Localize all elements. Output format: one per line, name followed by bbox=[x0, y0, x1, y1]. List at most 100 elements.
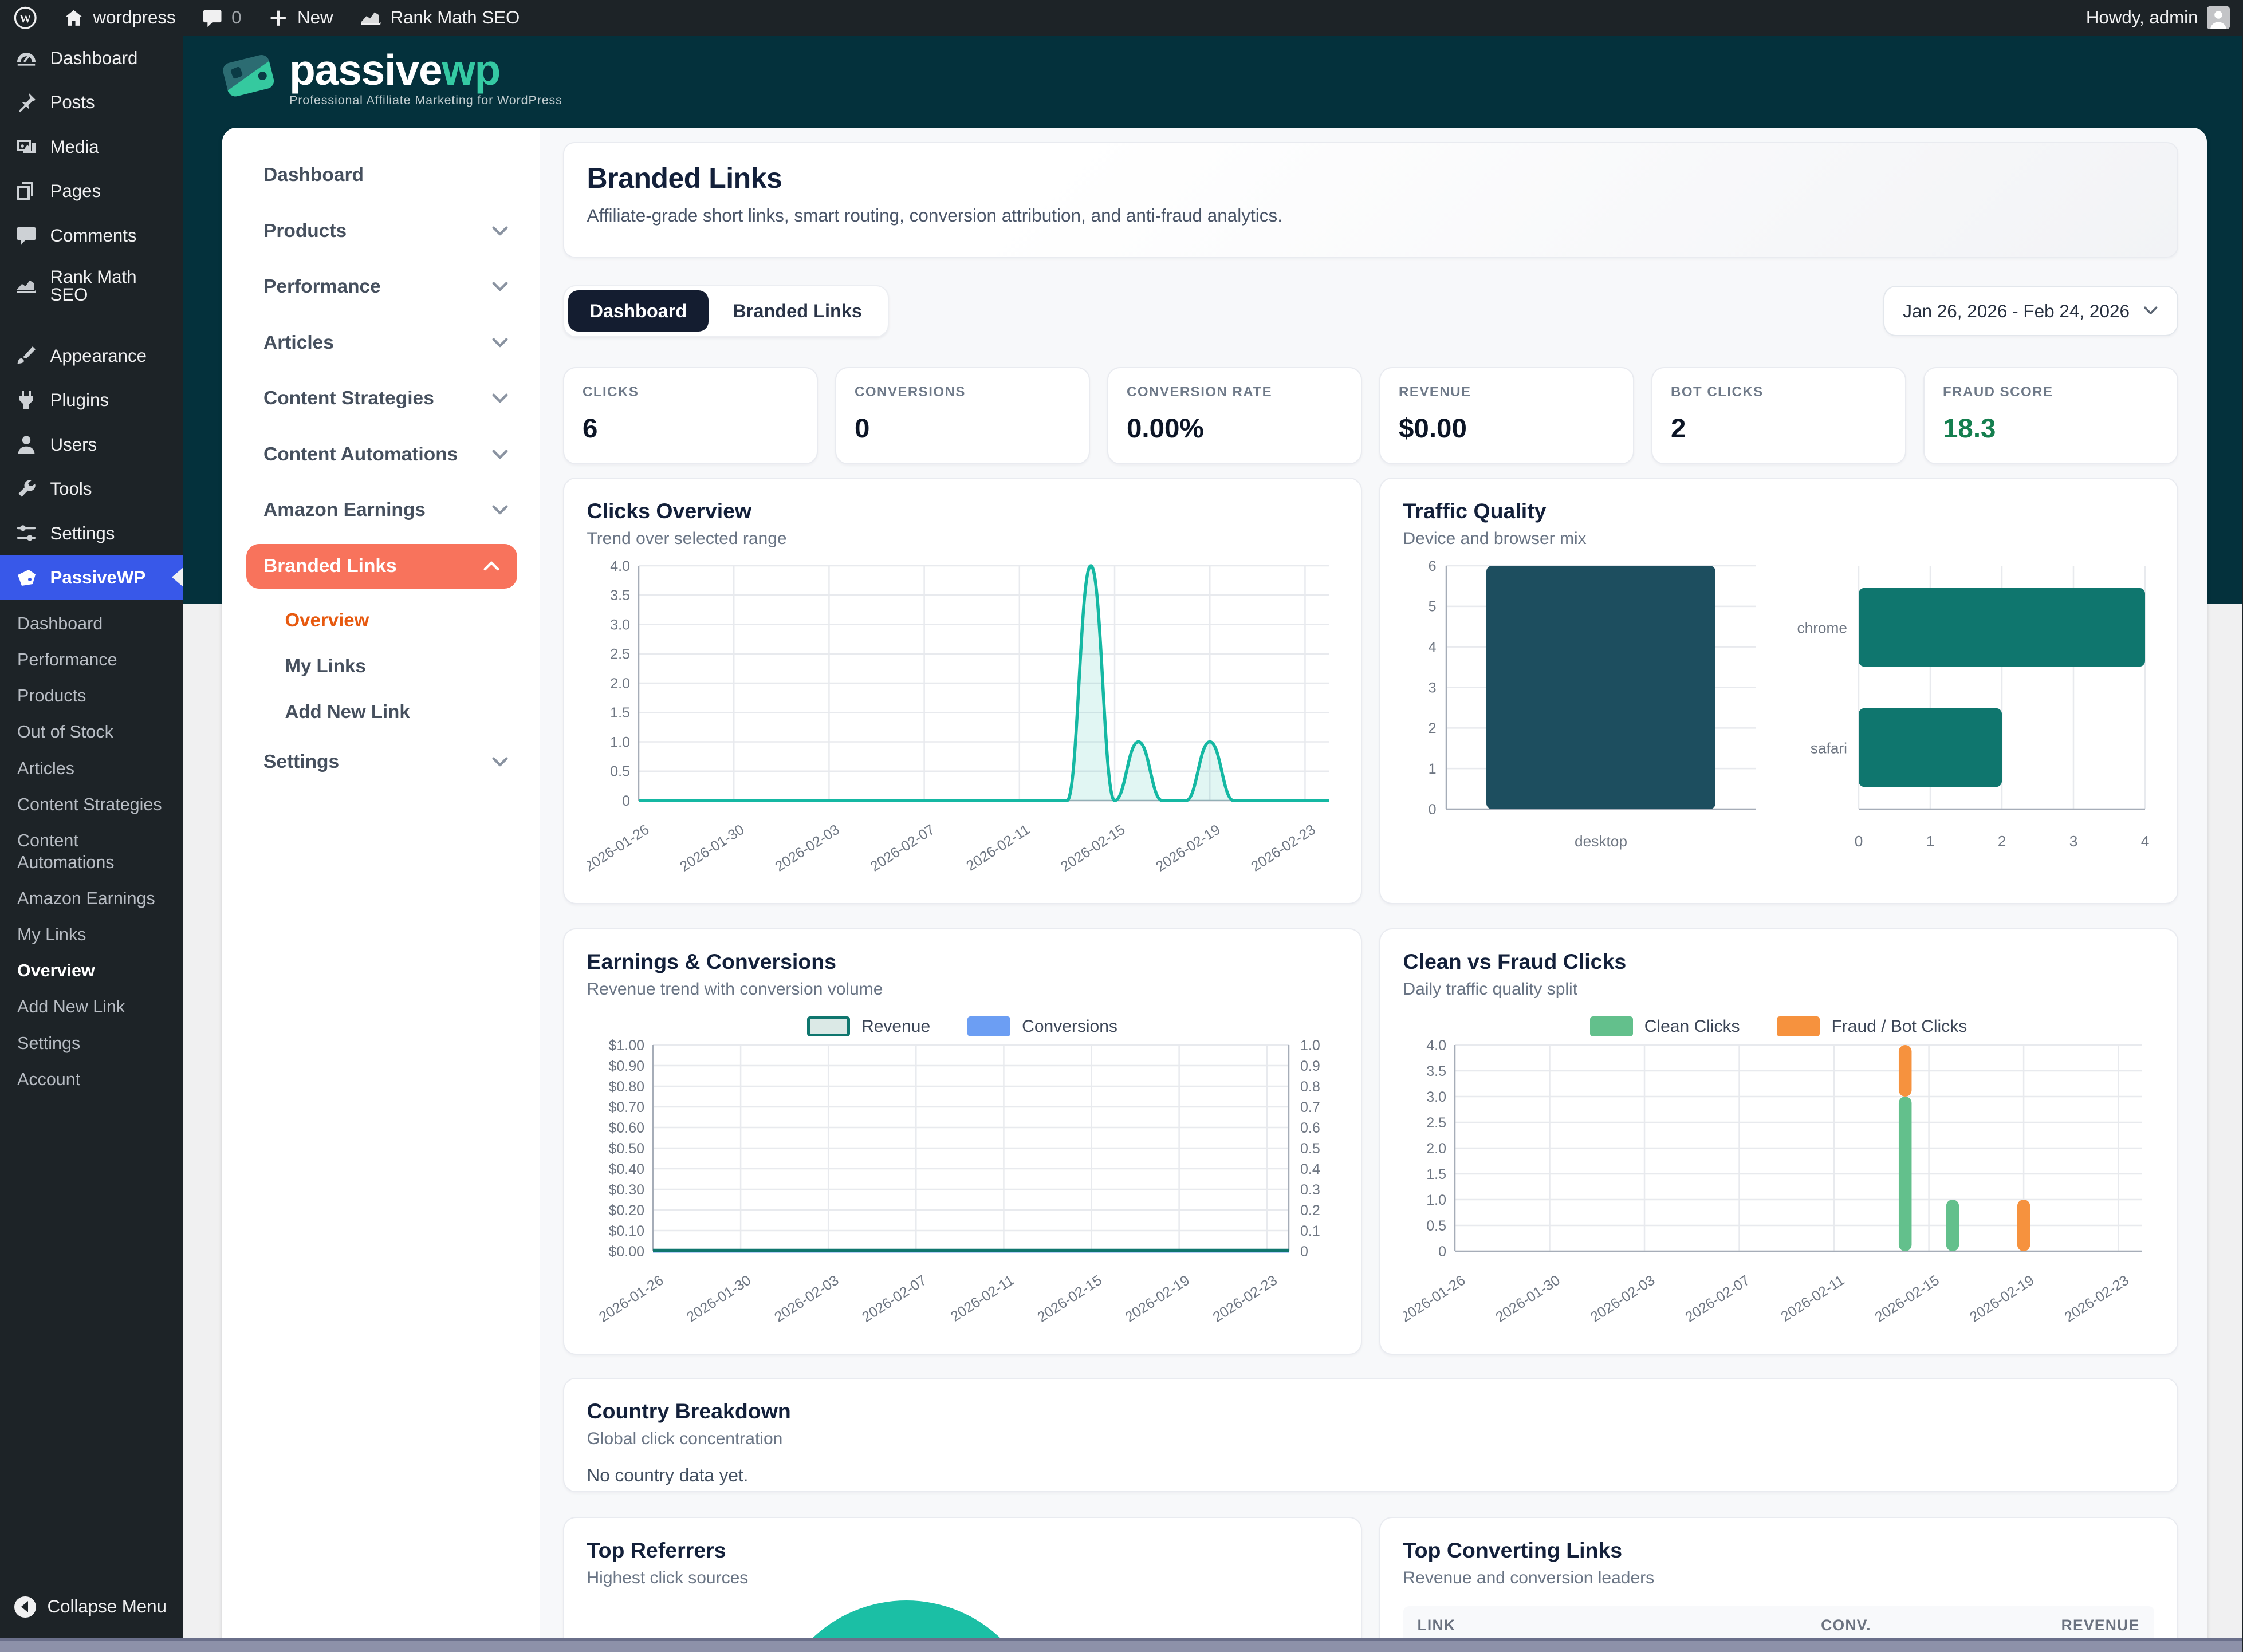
svg-text:1.5: 1.5 bbox=[1426, 1166, 1446, 1182]
submenu-item-out-of-stock[interactable]: Out of Stock bbox=[0, 714, 183, 750]
svg-text:3.5: 3.5 bbox=[1426, 1063, 1446, 1079]
svg-text:0.5: 0.5 bbox=[1300, 1141, 1320, 1157]
sidebar-item-passivewp[interactable]: PassiveWP bbox=[0, 555, 183, 600]
card-subtitle: Highest click sources bbox=[587, 1568, 1338, 1588]
tab-branded-links[interactable]: Branded Links bbox=[711, 290, 884, 332]
submenu-item-products[interactable]: Products bbox=[0, 678, 183, 714]
sidebar-item-pages[interactable]: Pages bbox=[0, 169, 183, 214]
howdy-account-menu[interactable]: Howdy, admin bbox=[2073, 0, 2242, 36]
brush-icon bbox=[14, 344, 39, 368]
plugin-nav-settings[interactable]: Settings bbox=[222, 735, 540, 791]
horizontal-scrollbar[interactable] bbox=[0, 1638, 2242, 1652]
plugin-page: passivewp Professional Affiliate Marketi… bbox=[183, 36, 2242, 1652]
submenu-item-amazon-earnings[interactable]: Amazon Earnings bbox=[0, 881, 183, 917]
svg-text:3: 3 bbox=[2069, 833, 2077, 850]
svg-text:0: 0 bbox=[1428, 801, 1436, 817]
plugin-nav-dashboard[interactable]: Dashboard bbox=[222, 148, 540, 204]
sidebar-item-label: Comments bbox=[50, 227, 137, 245]
sidebar-item-media[interactable]: Media bbox=[0, 125, 183, 169]
submenu-item-overview[interactable]: Overview bbox=[0, 953, 183, 989]
sidebar-item-plugins[interactable]: Plugins bbox=[0, 378, 183, 423]
submenu-item-articles[interactable]: Articles bbox=[0, 750, 183, 786]
plugin-nav-my-links[interactable]: My Links bbox=[222, 643, 540, 689]
plugin-nav-content-automations[interactable]: Content Automations bbox=[222, 427, 540, 483]
date-range-picker[interactable]: Jan 26, 2026 - Feb 24, 2026 bbox=[1883, 286, 2178, 336]
sidebar-item-posts[interactable]: Posts bbox=[0, 80, 183, 125]
sidebar-item-label: Tools bbox=[50, 480, 92, 498]
sidebar-item-comments[interactable]: Comments bbox=[0, 214, 183, 258]
svg-text:5: 5 bbox=[1428, 598, 1436, 614]
tab-dashboard[interactable]: Dashboard bbox=[568, 290, 709, 332]
submenu-item-content-strategies[interactable]: Content Strategies bbox=[0, 786, 183, 822]
sidebar-item-users[interactable]: Users bbox=[0, 423, 183, 467]
sidebar-item-label: Pages bbox=[50, 182, 101, 200]
comments-menu[interactable]: 0 bbox=[188, 0, 254, 36]
sidebar-item-tools[interactable]: Tools bbox=[0, 467, 183, 511]
plugin-nav-add-new-link[interactable]: Add New Link bbox=[222, 689, 540, 735]
svg-text:$0.00: $0.00 bbox=[608, 1244, 644, 1260]
user-avatar bbox=[2207, 6, 2230, 29]
svg-text:2.5: 2.5 bbox=[610, 646, 630, 662]
svg-text:desktop: desktop bbox=[1575, 833, 1627, 850]
svg-text:2026-02-15: 2026-02-15 bbox=[1872, 1272, 1942, 1326]
tag-icon bbox=[14, 566, 39, 590]
card-title: Top Referrers bbox=[587, 1538, 1338, 1563]
site-name-menu[interactable]: wordpress bbox=[50, 0, 189, 36]
svg-text:2026-02-03: 2026-02-03 bbox=[772, 821, 843, 874]
plugin-nav-products[interactable]: Products bbox=[222, 203, 540, 259]
sidebar-item-dashboard[interactable]: Dashboard bbox=[0, 36, 183, 81]
plugin-nav-overview[interactable]: Overview bbox=[222, 597, 540, 643]
submenu-item-content-automations[interactable]: Content Automations bbox=[0, 822, 183, 880]
page-title: Branded Links bbox=[587, 161, 2154, 195]
plugin-nav-performance[interactable]: Performance bbox=[222, 259, 540, 316]
collapse-menu-button[interactable]: Collapse Menu bbox=[0, 1588, 183, 1627]
sidebar-item-appearance[interactable]: Appearance bbox=[0, 334, 183, 378]
plugin-nav-articles[interactable]: Articles bbox=[222, 315, 540, 371]
submenu-item-add-new-link[interactable]: Add New Link bbox=[0, 989, 183, 1025]
svg-text:2026-02-23: 2026-02-23 bbox=[1210, 1272, 1280, 1326]
submenu-item-settings[interactable]: Settings bbox=[0, 1025, 183, 1061]
svg-text:4: 4 bbox=[1428, 639, 1436, 655]
collapse-menu-label: Collapse Menu bbox=[48, 1596, 167, 1617]
svg-text:3.5: 3.5 bbox=[610, 588, 630, 604]
svg-text:2026-02-11: 2026-02-11 bbox=[963, 821, 1033, 874]
chart-title: Clean vs Fraud Clicks bbox=[1403, 949, 2154, 974]
svg-text:3.0: 3.0 bbox=[610, 617, 630, 633]
svg-text:$0.10: $0.10 bbox=[608, 1223, 644, 1239]
svg-text:2.5: 2.5 bbox=[1426, 1115, 1446, 1131]
date-range-label: Jan 26, 2026 - Feb 24, 2026 bbox=[1903, 301, 2130, 322]
chart-title: Clicks Overview bbox=[587, 499, 1338, 523]
rank-math-menu[interactable]: Rank Math SEO bbox=[346, 0, 533, 36]
admin-bar: W wordpress 0 New Rank Math SEO Howdy, a… bbox=[0, 0, 2242, 36]
chevron-down-icon bbox=[491, 756, 509, 768]
submenu-item-dashboard[interactable]: Dashboard bbox=[0, 606, 183, 642]
tag-logo-icon bbox=[218, 46, 278, 111]
passivewp-submenu: Dashboard Performance Products Out of St… bbox=[0, 600, 183, 1106]
svg-text:2026-01-30: 2026-01-30 bbox=[1493, 1272, 1563, 1326]
wordpress-logo-icon[interactable]: W bbox=[0, 0, 50, 36]
sidebar-item-label: Rank Math SEO bbox=[50, 268, 172, 304]
plugin-sidebar: Dashboard Products Performance Articles … bbox=[222, 128, 540, 1652]
plugin-panel: Dashboard Products Performance Articles … bbox=[222, 128, 2207, 1652]
sliders-icon bbox=[14, 521, 39, 546]
submenu-item-performance[interactable]: Performance bbox=[0, 642, 183, 678]
svg-text:1.0: 1.0 bbox=[1426, 1192, 1446, 1208]
svg-text:$0.20: $0.20 bbox=[608, 1202, 644, 1219]
new-content-menu[interactable]: New bbox=[254, 0, 346, 36]
svg-text:0.4: 0.4 bbox=[1300, 1161, 1320, 1177]
svg-text:0: 0 bbox=[622, 793, 630, 809]
svg-text:$0.30: $0.30 bbox=[608, 1182, 644, 1198]
submenu-item-account[interactable]: Account bbox=[0, 1061, 183, 1097]
sidebar-item-settings[interactable]: Settings bbox=[0, 511, 183, 556]
svg-text:4: 4 bbox=[2140, 833, 2149, 850]
sidebar-item-rank-math[interactable]: Rank Math SEO bbox=[0, 258, 183, 314]
svg-text:2026-02-19: 2026-02-19 bbox=[1153, 821, 1223, 874]
plugin-nav-content-strategies[interactable]: Content Strategies bbox=[222, 371, 540, 427]
submenu-item-my-links[interactable]: My Links bbox=[0, 917, 183, 953]
plugin-nav-amazon-earnings[interactable]: Amazon Earnings bbox=[222, 483, 540, 539]
svg-text:1.0: 1.0 bbox=[1300, 1039, 1320, 1054]
plugin-nav-branded-links[interactable]: Branded Links bbox=[246, 544, 517, 589]
